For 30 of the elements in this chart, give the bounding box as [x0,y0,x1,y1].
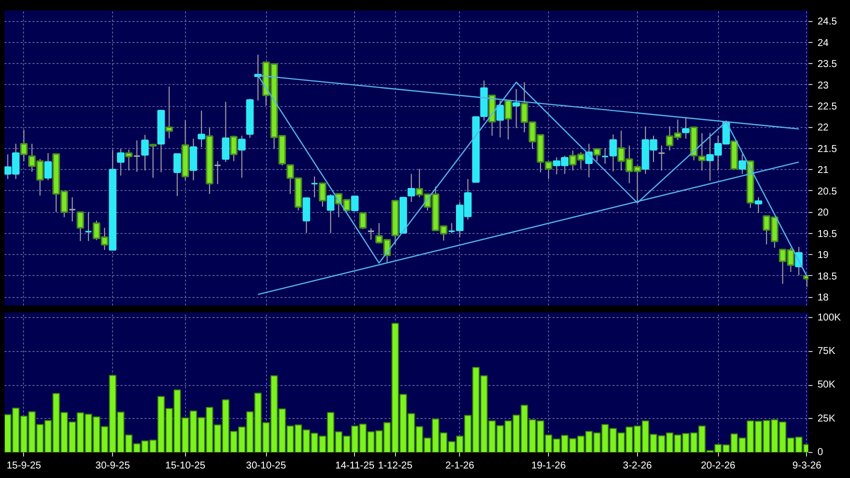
y-tick-label: 100K [818,312,842,324]
y-tick-label: 24 [818,38,830,49]
x-tick-label: 15-9-25 [6,460,42,472]
x-tick-label: 14-11-25 [335,460,375,472]
y-tick-label: 18 [818,292,830,304]
y-tick-label: 18.5 [818,271,838,282]
y-tick-label: 23 [818,80,830,92]
y-tick-label: 22 [818,122,830,134]
x-tick-label: 9-3-26 [792,460,822,472]
x-tick-label: 30-10-25 [246,460,286,472]
x-tick-label: 19-1-26 [531,460,566,472]
y-tick-label: 21 [818,165,830,176]
y-tick-label: 75K [818,346,836,358]
x-tick-label: 15-10-25 [165,460,206,472]
x-tick-label: 30-9-25 [95,460,130,472]
y-tick-label: 19.5 [818,228,838,240]
x-tick-label: 2-1-26 [445,460,475,472]
y-tick-label: 22.5 [818,102,838,113]
y-tick-label: 25K [818,413,836,424]
x-tick-label: 20-2-26 [700,460,736,472]
y-tick-label: 50K [818,380,836,391]
x-tick-label: 1-12-25 [378,460,413,472]
y-tick-label: 20.5 [818,186,838,198]
y-tick-label: 20 [818,208,830,219]
y-tick-label: 21.5 [818,144,838,155]
y-tick-label: 23.5 [818,59,838,70]
y-tick-label: 24.5 [818,16,838,28]
y-tick-label: 0 [818,447,824,458]
y-tick-label: 19 [818,250,830,262]
x-tick-label: 3-2-26 [622,460,652,472]
